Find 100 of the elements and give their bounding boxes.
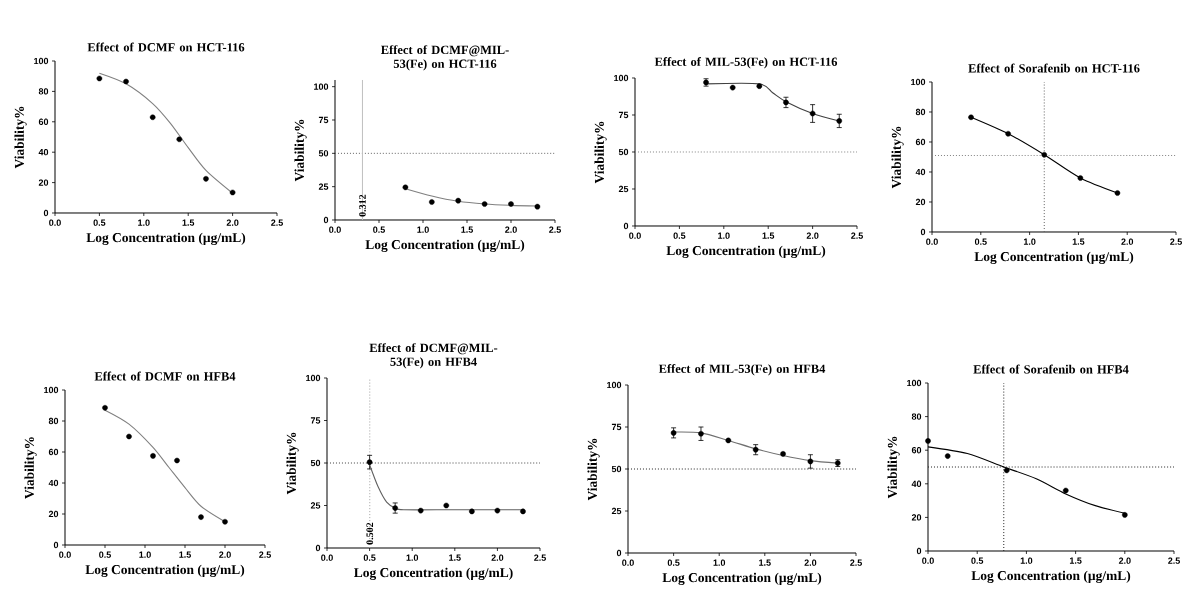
y-tick-label: 0 — [315, 544, 321, 552]
x-tick-label: 1.0 — [718, 232, 730, 239]
x-tick-label: 0.0 — [329, 226, 341, 233]
y-tick-label: 80 — [48, 417, 59, 425]
y-axis-title: Viability% — [887, 436, 900, 499]
y-tick-label: 100 — [306, 374, 321, 382]
x-tick-label: 2.5 — [850, 559, 862, 566]
x-axis-title: Log Concentration (µg/mL) — [86, 232, 246, 245]
chart-title: Effect of MIL-53(Fe) on HCT-116 — [654, 57, 838, 69]
chart-title: Effect of Sorafenib on HFB4 — [973, 364, 1129, 374]
x-tick-label: 2.0 — [1121, 238, 1134, 245]
x-tick-label: 2.0 — [1118, 557, 1131, 564]
y-axis-title: Viability% — [891, 126, 904, 189]
x-tick-label: 2.5 — [1168, 557, 1180, 564]
x-tick-label: 1.5 — [449, 554, 461, 561]
x-tick-label: 1.0 — [406, 554, 419, 561]
y-tick-label: 75 — [318, 116, 329, 124]
y-tick-label: 80 — [38, 88, 49, 95]
y-tick-label: 20 — [911, 514, 922, 521]
y-tick-label: 40 — [915, 168, 926, 176]
y-tick-label: 50 — [611, 465, 622, 473]
point — [534, 203, 541, 210]
x-tick-label: 0.0 — [622, 559, 634, 566]
point — [1005, 130, 1011, 137]
x-tick-label: 0.0 — [321, 554, 333, 561]
x-tick-label: 0.0 — [922, 557, 934, 564]
x-tick-label: 0.5 — [974, 238, 987, 245]
point — [222, 518, 228, 525]
y-axis-title: Viability% — [14, 106, 27, 169]
point — [780, 451, 786, 457]
y-tick-label: 0 — [916, 547, 922, 555]
x-tick-label: 1.0 — [138, 219, 150, 226]
x-tick-label: 0.5 — [673, 232, 686, 239]
y-tick-label: 75 — [618, 111, 629, 119]
y-tick-label: 75 — [611, 423, 622, 431]
x-tick-label: 2.5 — [851, 232, 863, 239]
x-tick-label: 2.5 — [271, 219, 283, 226]
point — [402, 184, 409, 191]
point — [807, 458, 814, 465]
x-tick-label: 0.0 — [926, 238, 938, 245]
x-axis-title: Log Concentration (µg/mL) — [662, 572, 822, 585]
point — [366, 459, 373, 465]
y-tick-label: 0 — [323, 216, 329, 224]
point — [508, 201, 514, 207]
y-tick-label: 0 — [43, 209, 49, 217]
x-tick-label: 1.0 — [713, 559, 726, 566]
point — [150, 453, 156, 459]
point — [809, 110, 816, 117]
y-tick-label: 0 — [623, 222, 629, 230]
x-tick-label: 2.5 — [1170, 238, 1182, 245]
point — [944, 453, 951, 459]
point — [176, 136, 183, 143]
point — [1077, 175, 1084, 181]
x-tick-label: 2.0 — [219, 551, 231, 558]
x-axis-title: Log Concentration (µg/mL) — [666, 245, 826, 258]
point — [836, 118, 843, 124]
x-axis-title: Log Concentration (µg/mL) — [85, 564, 245, 577]
y-tick-label: 40 — [48, 479, 59, 487]
y-tick-label: 20 — [38, 179, 49, 186]
point — [698, 430, 704, 437]
y-tick-label: 100 — [907, 379, 922, 387]
x-tick-label: 0.5 — [373, 226, 385, 233]
x-tick-label: 1.0 — [1023, 238, 1036, 245]
point — [1062, 487, 1069, 494]
point — [102, 405, 108, 411]
x-tick-label: 0.0 — [49, 219, 61, 226]
x-tick-label: 0.0 — [629, 232, 641, 239]
point — [481, 201, 488, 207]
point — [126, 433, 132, 440]
y-tick-label: 40 — [38, 149, 49, 156]
y-tick-label: 20 — [915, 198, 926, 206]
x-tick-label: 2.0 — [505, 226, 517, 233]
chart-title: Effect of DCMF on HCT-116 — [87, 42, 245, 52]
y-tick-label: 100 — [911, 78, 926, 86]
x-axis-title: Log Concentration (µg/mL) — [971, 570, 1131, 583]
point — [1041, 151, 1048, 158]
y-axis-title: Viability% — [286, 432, 299, 495]
x-tick-label: 1.0 — [1020, 557, 1033, 564]
point — [729, 84, 736, 91]
x-tick-label: 1.0 — [139, 551, 151, 558]
chart-title: Effect of MIL-53(Fe) on HFB4 — [658, 364, 826, 376]
y-tick-label: 50 — [618, 148, 629, 156]
x-tick-label: 1.5 — [182, 219, 195, 226]
chart-title: Effect of DCMF on HFB4 — [94, 371, 236, 381]
point — [520, 508, 526, 515]
y-tick-label: 60 — [915, 138, 926, 146]
y-tick-label: 100 — [314, 83, 329, 90]
x-tick-label: 0.5 — [363, 554, 376, 561]
point — [417, 507, 424, 514]
x-tick-label: 1.5 — [461, 226, 473, 233]
point — [968, 114, 974, 121]
x-tick-label: 2.5 — [549, 226, 561, 233]
y-axis-title: Viability% — [594, 121, 607, 184]
point — [455, 197, 461, 204]
x-tick-label: 1.5 — [1069, 557, 1082, 564]
x-tick-label: 2.0 — [804, 559, 817, 566]
x-tick-label: 0.5 — [93, 219, 106, 226]
y-tick-label: 0 — [53, 541, 59, 549]
x-axis-title: Log Concentration (µg/mL) — [974, 251, 1134, 264]
y-tick-label: 25 — [618, 185, 629, 193]
